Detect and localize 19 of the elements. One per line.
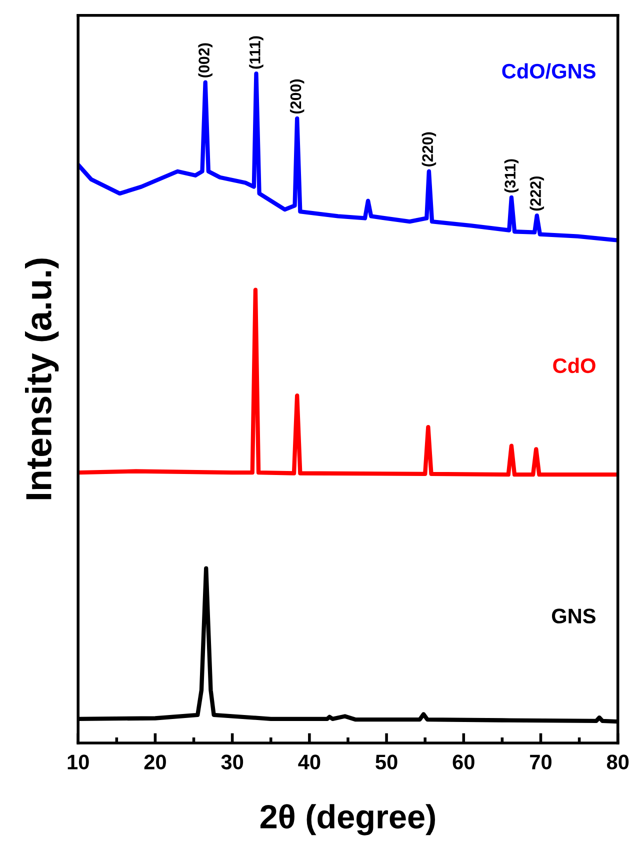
text: CdO [553,358,596,374]
x-tick-label: 30 [221,754,244,770]
annotation: (311) [504,159,519,193]
x-tick-label: 70 [530,754,552,770]
x-tick-label: 10 [68,754,89,770]
x-axis-title: 2θ (degree) [260,804,435,836]
annotation: (222) [530,176,544,211]
x-tick-label: 40 [298,754,320,770]
annotation: (200) [290,79,304,114]
annotation: (002) [198,43,212,78]
x-tick-label: 80 [606,754,629,770]
text: CdO/GNS [502,63,596,79]
x-tick-label: 50 [376,754,398,770]
y-axis-title: Intensity (a.u.) [25,258,59,500]
x-tick-label: 20 [144,754,166,770]
annotation: (220) [422,132,436,166]
text: GNS [552,608,596,624]
x-tick-label: 60 [452,754,474,770]
annotation: (111) [249,36,264,69]
